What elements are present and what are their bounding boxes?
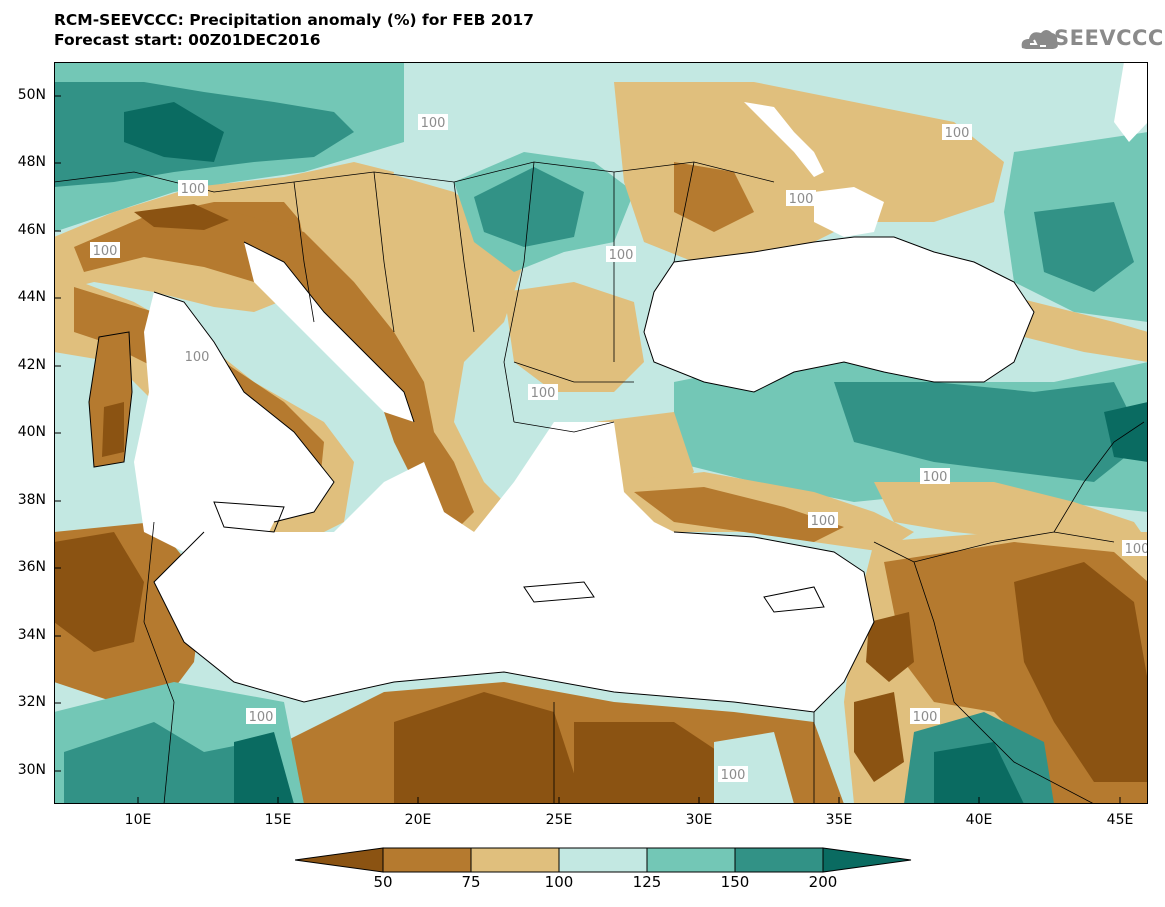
color-legend — [295, 847, 912, 873]
lake-caspian — [1114, 62, 1148, 142]
legend-swatch-125-150 — [646, 847, 736, 873]
svg-text:100: 100 — [185, 350, 210, 365]
legend-label-75: 75 — [461, 873, 481, 891]
legend-swatch-above-200 — [822, 847, 912, 873]
lon-label-35e: 35E — [825, 812, 853, 828]
svg-text:100: 100 — [721, 768, 746, 783]
field-east-turkey-dry — [874, 482, 1148, 542]
field-ukraine-drier — [674, 162, 754, 232]
lat-label-50n: 50N — [17, 87, 46, 103]
svg-text:100: 100 — [913, 710, 938, 725]
sea-adriatic — [244, 242, 414, 422]
field-levant-driest — [866, 612, 914, 682]
map-title: RCM-SEEVCCC: Precipitation anomaly (%) f… — [54, 10, 534, 50]
cloud-logo-icon — [1021, 30, 1058, 49]
svg-text:100: 100 — [923, 470, 948, 485]
legend-swatch-150-200 — [734, 847, 824, 873]
sea-black — [644, 237, 1034, 392]
legend-label-200: 200 — [808, 873, 838, 891]
field-tunisia-driest — [54, 532, 144, 652]
field-carpathian-core — [474, 167, 584, 247]
legend-swatch-75-100 — [470, 847, 560, 873]
lat-label-46n: 46N — [17, 222, 46, 238]
lon-label-10e: 10E — [124, 812, 152, 828]
lake-dnieper — [744, 102, 824, 177]
lat-label-44n: 44N — [17, 289, 46, 305]
svg-text:100: 100 — [421, 116, 446, 131]
field-libya-driest — [394, 692, 584, 804]
field-iraq-core — [934, 742, 1024, 804]
legend-label-100: 100 — [544, 873, 574, 891]
field-jordan-driest — [854, 692, 904, 782]
svg-text:100: 100 — [181, 182, 206, 197]
lat-label-30n: 30N — [17, 762, 46, 778]
axis-ticks — [54, 95, 1121, 804]
field-turkey-core — [1104, 402, 1148, 462]
lon-label-25e: 25E — [545, 812, 573, 828]
svg-text:100: 100 — [249, 710, 274, 725]
svg-text:100: 100 — [789, 192, 814, 207]
svg-text:100: 100 — [945, 126, 970, 141]
logo-text: SEEVCCC — [1054, 26, 1164, 50]
lon-label-15e: 15E — [264, 812, 292, 828]
lat-label-34n: 34N — [17, 627, 46, 643]
lat-label-42n: 42N — [17, 357, 46, 373]
lat-label-36n: 36N — [17, 559, 46, 575]
field-south-turkey-drier — [634, 487, 844, 542]
field-sardinia-core — [102, 402, 124, 457]
svg-text:100: 100 — [93, 244, 118, 259]
title-line-1: RCM-SEEVCCC: Precipitation anomaly (%) f… — [54, 11, 534, 29]
field-west-libya-core — [234, 732, 294, 804]
legend-swatch-100-125 — [558, 847, 648, 873]
lon-label-30e: 30E — [685, 812, 713, 828]
lat-label-40n: 40N — [17, 424, 46, 440]
lon-label-40e: 40E — [965, 812, 993, 828]
svg-text:100: 100 — [531, 386, 556, 401]
field-egypt-driest — [574, 722, 754, 804]
field-turkey-very-wet — [834, 382, 1144, 482]
lon-label-45e: 45E — [1106, 812, 1134, 828]
precipitation-anomaly-map: 100 100 100 100 100 100 100 100 100 100 … — [54, 62, 1148, 804]
contour-labels: 100 100 100 100 100 100 100 100 100 100 … — [90, 114, 1148, 783]
field-alps-driest — [134, 204, 229, 230]
legend-label-125: 125 — [632, 873, 662, 891]
field-arabia-driest — [1014, 562, 1148, 782]
lat-label-38n: 38N — [17, 492, 46, 508]
legend-swatch-50-75 — [382, 847, 472, 873]
svg-text:100: 100 — [1125, 542, 1148, 557]
field-ne-very-wet — [1034, 202, 1134, 292]
lat-label-32n: 32N — [17, 694, 46, 710]
legend-label-50: 50 — [373, 873, 393, 891]
title-line-2: Forecast start: 00Z01DEC2016 — [54, 31, 321, 49]
sea-azov — [814, 187, 884, 237]
lat-label-48n: 48N — [17, 154, 46, 170]
lon-label-20e: 20E — [404, 812, 432, 828]
legend-swatch-below-50 — [295, 847, 384, 873]
field-sinai-wet — [714, 732, 794, 804]
field-bulgaria-dry — [504, 282, 644, 392]
svg-text:100: 100 — [609, 248, 634, 263]
svg-text:100: 100 — [811, 514, 836, 529]
legend-label-150: 150 — [720, 873, 750, 891]
coastlines — [88, 236, 1035, 713]
field-nw-core — [124, 102, 224, 162]
sea-ionian-med — [154, 422, 874, 712]
